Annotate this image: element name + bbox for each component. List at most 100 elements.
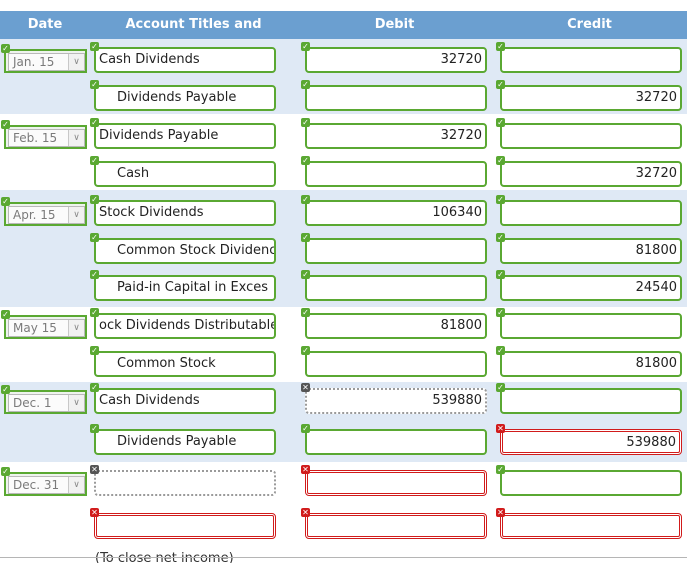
status-error-icon: ✕ xyxy=(90,508,99,517)
status-check-icon: ✓ xyxy=(301,233,310,242)
account-value: Dividends Payable xyxy=(99,128,219,143)
debit-field[interactable]: 81800 xyxy=(305,313,487,339)
chevron-down-icon[interactable]: ∨ xyxy=(68,207,84,223)
credit-value: 24540 xyxy=(635,280,677,295)
status-error-icon: ✕ xyxy=(496,508,505,517)
credit-field[interactable] xyxy=(500,200,682,226)
credit-field[interactable]: 32720 xyxy=(500,161,682,187)
date-value: Apr. 15 xyxy=(13,208,56,222)
debit-value: 32720 xyxy=(440,128,482,143)
chevron-down-icon[interactable]: ∨ xyxy=(68,320,84,336)
credit-value: 81800 xyxy=(635,243,677,258)
date-select[interactable]: Jan. 15 ∨ xyxy=(4,49,87,73)
account-value: Common Stock Dividenc xyxy=(117,243,276,258)
status-check-icon: ✓ xyxy=(301,80,310,89)
account-field[interactable]: Cash xyxy=(94,161,276,187)
date-select[interactable]: Feb. 15 ∨ xyxy=(4,125,87,149)
status-check-icon: ✓ xyxy=(301,424,310,433)
status-error-icon: ✕ xyxy=(301,508,310,517)
account-field[interactable] xyxy=(94,470,276,496)
credit-field[interactable]: 24540 xyxy=(500,275,682,301)
status-pending-icon: ✕ xyxy=(90,465,99,474)
debit-field[interactable]: 106340 xyxy=(305,200,487,226)
account-field[interactable] xyxy=(94,513,276,539)
date-select-box[interactable]: Apr. 15 ∨ xyxy=(8,206,85,224)
date-value: May 15 xyxy=(13,321,57,335)
date-select[interactable]: Apr. 15 ∨ xyxy=(4,202,87,226)
status-check-icon: ✓ xyxy=(496,465,505,474)
credit-field[interactable]: 81800 xyxy=(500,238,682,264)
account-field[interactable]: Dividends Payable xyxy=(94,85,276,111)
chevron-down-icon[interactable]: ∨ xyxy=(68,130,84,146)
date-select-box[interactable]: Jan. 15 ∨ xyxy=(8,53,85,71)
status-check-icon: ✓ xyxy=(90,308,99,317)
status-check-icon: ✓ xyxy=(496,270,505,279)
status-check-icon: ✓ xyxy=(496,42,505,51)
status-check-icon: ✓ xyxy=(301,118,310,127)
credit-field[interactable] xyxy=(500,513,682,539)
credit-field[interactable] xyxy=(500,470,682,496)
debit-field[interactable] xyxy=(305,351,487,377)
status-check-icon: ✓ xyxy=(301,346,310,355)
status-check-icon: ✓ xyxy=(90,383,99,392)
status-check-icon: ✓ xyxy=(301,308,310,317)
status-check-icon: ✓ xyxy=(301,42,310,51)
status-check-icon: ✓ xyxy=(1,310,10,319)
credit-field[interactable] xyxy=(500,47,682,73)
status-check-icon: ✓ xyxy=(90,118,99,127)
debit-field[interactable] xyxy=(305,513,487,539)
debit-field[interactable]: 32720 xyxy=(305,47,487,73)
debit-field[interactable] xyxy=(305,429,487,455)
chevron-down-icon[interactable]: ∨ xyxy=(68,395,84,411)
debit-value: 106340 xyxy=(432,205,482,220)
account-field[interactable]: Dividends Payable xyxy=(94,123,276,149)
status-check-icon: ✓ xyxy=(1,385,10,394)
status-pending-icon: ✕ xyxy=(301,383,310,392)
account-field[interactable]: Cash Dividends xyxy=(94,388,276,414)
credit-field[interactable]: 32720 xyxy=(500,85,682,111)
date-select[interactable]: May 15 ∨ xyxy=(4,315,87,339)
account-field[interactable]: Common Stock Dividenc xyxy=(94,238,276,264)
account-field[interactable]: Stock Dividends xyxy=(94,200,276,226)
credit-field[interactable]: 81800 xyxy=(500,351,682,377)
date-select[interactable]: Dec. 31 ∨ xyxy=(4,472,87,496)
chevron-down-icon[interactable]: ∨ xyxy=(68,54,84,70)
debit-field[interactable]: 539880 xyxy=(305,388,487,414)
account-field[interactable]: Paid-in Capital in Exces xyxy=(94,275,276,301)
credit-value: 32720 xyxy=(635,90,677,105)
credit-field[interactable] xyxy=(500,123,682,149)
account-value: Cash Dividends xyxy=(99,52,200,67)
account-field[interactable]: ock Dividends Distributable xyxy=(94,313,276,339)
status-check-icon: ✓ xyxy=(1,120,10,129)
status-check-icon: ✓ xyxy=(1,44,10,53)
credit-field[interactable]: 539880 xyxy=(500,429,682,455)
table-header: Date Account Titles and Explanation Debi… xyxy=(0,11,687,60)
date-select-box[interactable]: Dec. 1 ∨ xyxy=(8,394,85,412)
account-field[interactable]: Dividends Payable xyxy=(94,429,276,455)
status-check-icon: ✓ xyxy=(1,467,10,476)
debit-field[interactable] xyxy=(305,238,487,264)
debit-field[interactable] xyxy=(305,275,487,301)
debit-field[interactable]: 32720 xyxy=(305,123,487,149)
account-value: Common Stock xyxy=(117,356,216,371)
debit-field[interactable] xyxy=(305,85,487,111)
chevron-down-icon[interactable]: ∨ xyxy=(68,477,84,493)
credit-field[interactable] xyxy=(500,388,682,414)
status-check-icon: ✓ xyxy=(90,80,99,89)
credit-field[interactable] xyxy=(500,313,682,339)
account-value: Cash Dividends xyxy=(99,393,200,408)
account-field[interactable]: Cash Dividends xyxy=(94,47,276,73)
header-credit: Credit xyxy=(567,17,612,32)
debit-value: 32720 xyxy=(440,52,482,67)
status-check-icon: ✓ xyxy=(90,42,99,51)
date-select[interactable]: Dec. 1 ∨ xyxy=(4,390,87,414)
date-select-box[interactable]: Dec. 31 ∨ xyxy=(8,476,85,494)
debit-field[interactable] xyxy=(305,161,487,187)
status-check-icon: ✓ xyxy=(90,156,99,165)
debit-field[interactable] xyxy=(305,470,487,496)
status-check-icon: ✓ xyxy=(496,383,505,392)
date-select-box[interactable]: Feb. 15 ∨ xyxy=(8,129,85,147)
status-check-icon: ✓ xyxy=(496,308,505,317)
account-field[interactable]: Common Stock xyxy=(94,351,276,377)
date-select-box[interactable]: May 15 ∨ xyxy=(8,319,85,337)
